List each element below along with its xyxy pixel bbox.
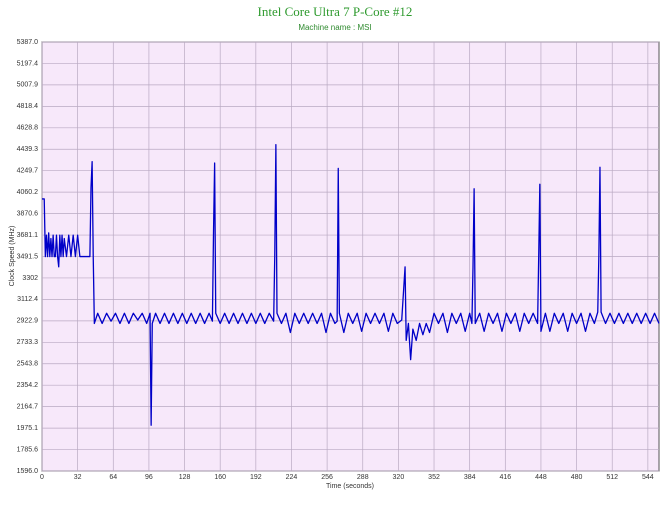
y-tick-label: 2733.3 xyxy=(17,339,39,346)
x-tick-label: 320 xyxy=(393,474,405,481)
y-tick-label: 2543.8 xyxy=(17,361,39,368)
x-tick-label: 512 xyxy=(606,474,618,481)
y-tick-label: 3112.4 xyxy=(17,296,38,303)
x-tick-label: 128 xyxy=(179,474,191,481)
x-tick-label: 352 xyxy=(428,474,440,481)
x-tick-label: 32 xyxy=(74,474,82,481)
data-line xyxy=(42,143,660,426)
y-tick-label: 2922.9 xyxy=(17,318,39,325)
y-tick-label: 3302 xyxy=(22,275,38,282)
y-tick-label: 4628.8 xyxy=(17,125,39,132)
x-tick-label: 224 xyxy=(286,474,298,481)
x-tick-label: 96 xyxy=(145,474,153,481)
x-tick-label: 384 xyxy=(464,474,476,481)
x-tick-label: 192 xyxy=(250,474,262,481)
y-tick-label: 2354.2 xyxy=(17,382,39,389)
x-tick-label: 288 xyxy=(357,474,369,481)
y-tick-label: 4818.4 xyxy=(17,103,39,110)
x-tick-label: 544 xyxy=(642,474,654,481)
x-tick-label: 160 xyxy=(214,474,226,481)
y-tick-label: 4439.3 xyxy=(17,146,39,153)
x-tick-label: 416 xyxy=(499,474,511,481)
x-tick-label: 256 xyxy=(321,474,333,481)
y-tick-label: 5387.0 xyxy=(17,39,39,46)
y-tick-label: 3681.1 xyxy=(17,232,39,239)
y-tick-label: 1596.0 xyxy=(17,468,39,475)
chart-subtitle: Machine name : MSI xyxy=(298,23,371,32)
y-tick-label: 5197.4 xyxy=(17,60,39,67)
y-tick-label: 4060.2 xyxy=(17,189,39,196)
y-axis-label: Clock Speed (MHz) xyxy=(9,226,16,287)
x-tick-label: 448 xyxy=(535,474,547,481)
y-tick-label: 3491.5 xyxy=(17,253,39,260)
y-tick-label: 1975.1 xyxy=(17,425,39,432)
y-tick-label: 3870.6 xyxy=(17,210,39,217)
y-tick-label: 2164.7 xyxy=(17,403,39,410)
y-tick-label: 4249.7 xyxy=(17,168,39,175)
x-tick-label: 480 xyxy=(571,474,583,481)
x-tick-label: 0 xyxy=(40,474,44,481)
x-tick-label: 64 xyxy=(109,474,117,481)
chart-title: Intel Core Ultra 7 P-Core #12 xyxy=(258,4,413,19)
x-axis-label: Time (seconds) xyxy=(326,483,374,490)
y-tick-label: 1785.6 xyxy=(17,446,39,453)
y-tick-label: 5007.9 xyxy=(17,82,39,89)
